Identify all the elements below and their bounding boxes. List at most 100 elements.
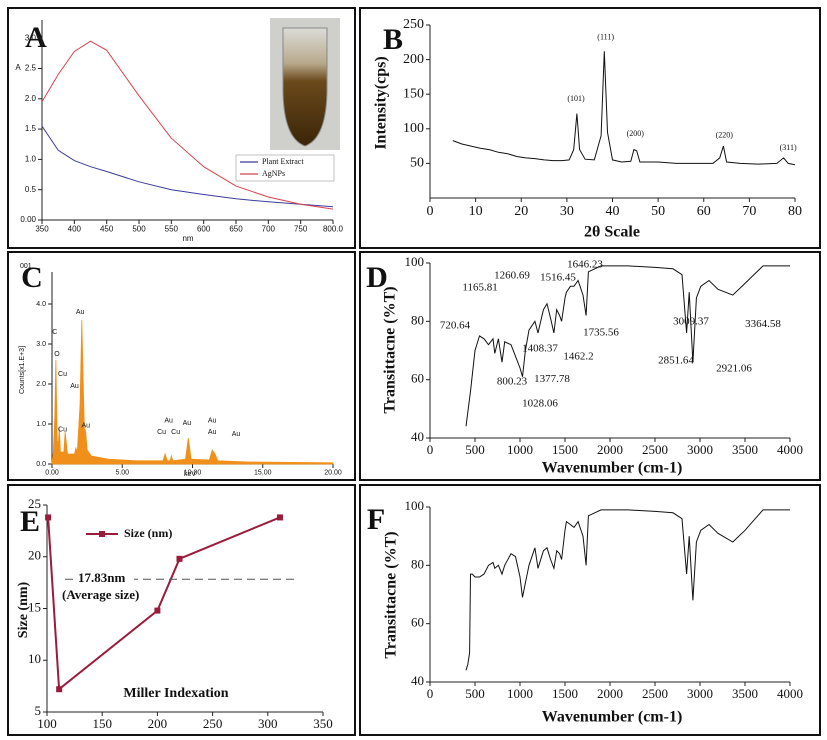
- panel-letter: E: [20, 505, 40, 538]
- x-tick-label: 1500: [552, 442, 578, 457]
- annotation: (200): [627, 129, 645, 138]
- series-line: [465, 509, 790, 671]
- x-tick-label: 0: [427, 442, 434, 457]
- x-tick-label: 70: [742, 204, 756, 219]
- y-tick-label: 60: [411, 371, 424, 386]
- x-axis-label: 2θ Scale: [584, 224, 640, 241]
- annotation: Au: [208, 429, 217, 436]
- x-tick-label: 30: [560, 204, 574, 219]
- y-axis-label: Size (nm): [16, 581, 31, 638]
- spectrum-area: [51, 319, 334, 465]
- x-tick-label: 600: [197, 225, 211, 234]
- x-tick-label: 350: [35, 225, 49, 234]
- x-tick-label: 5.00: [115, 470, 129, 477]
- legend-label: Plant Extract: [262, 157, 304, 166]
- x-tick-label: 4000: [777, 686, 803, 701]
- y-axis-label: Counts[x1.E+3]: [19, 346, 26, 394]
- y-axis-label: Intensity(cps): [373, 56, 390, 149]
- y-tick-label: 250: [403, 17, 424, 32]
- annotation: 800.23: [497, 376, 528, 388]
- y-tick-label: 15: [28, 599, 41, 614]
- x-tick-label: 3000: [687, 442, 713, 457]
- x-tick-label: 2000: [597, 686, 623, 701]
- annotation: Au: [232, 431, 241, 438]
- annotation: Cu: [58, 426, 67, 433]
- y-axis-label: Transittacne (%T): [382, 286, 399, 413]
- average-label-bg: [74, 571, 134, 588]
- y-tick-label: 150: [403, 86, 424, 101]
- series-line: [41, 40, 334, 210]
- y-tick-label: 2.5: [25, 64, 37, 73]
- x-tick-label: 2500: [642, 686, 668, 701]
- y-tick-label: 60: [411, 615, 424, 630]
- x-tick-label: 150: [92, 716, 112, 731]
- annotation: 2921.06: [716, 362, 752, 374]
- x-tick-label: 1000: [507, 442, 533, 457]
- annotation: Au: [183, 420, 192, 427]
- x-tick-label: 20.00: [324, 470, 342, 477]
- x-axis-label: Miller Indexation: [123, 686, 228, 701]
- x-tick-label: 200: [148, 716, 168, 731]
- annotation: (220): [716, 131, 734, 140]
- x-tick-label: 0: [427, 204, 434, 219]
- annotation: Cu: [58, 371, 67, 378]
- annotation: Au: [164, 418, 173, 425]
- annotation: 3009.37: [673, 315, 709, 327]
- x-tick-label: 350: [313, 716, 333, 731]
- x-tick-label: 650: [229, 225, 243, 234]
- annotation: 1408.37: [522, 343, 558, 355]
- x-tick-label: 500: [465, 442, 485, 457]
- y-tick-label: 0.0: [36, 461, 46, 468]
- legend-label: AgNPs: [262, 169, 285, 178]
- x-tick-label: 750: [294, 225, 308, 234]
- legend-box: [235, 154, 335, 182]
- x-tick-label: 0.00: [45, 470, 59, 477]
- panel-border: [7, 484, 356, 736]
- y-tick-label: 3.0: [36, 341, 46, 348]
- annotation: 720.64: [440, 320, 471, 332]
- annotation: Cu: [157, 429, 166, 436]
- series-line: [47, 516, 281, 692]
- x-tick-label: 700: [262, 225, 276, 234]
- panel-border: [359, 251, 821, 481]
- marker: [45, 514, 52, 521]
- y-tick-label: 0.00: [20, 215, 36, 224]
- y-axis-label: A: [15, 63, 21, 72]
- y-tick-label: 2.0: [25, 94, 37, 103]
- x-tick-label: 300: [258, 716, 278, 731]
- annotation: 1735.56: [583, 327, 619, 339]
- legend-marker: [99, 531, 105, 537]
- x-tick-label: 250: [203, 716, 223, 731]
- annotation: O: [54, 351, 60, 358]
- x-tick-label: 40: [606, 204, 620, 219]
- y-tick-label: 1.0: [36, 421, 46, 428]
- y-tick-label: 20: [28, 548, 41, 563]
- x-axis-label: Wavenumber (cm-1): [542, 460, 683, 477]
- annotation: (311): [780, 143, 797, 152]
- annotation: Au: [208, 418, 217, 425]
- y-tick-label: 1.0: [25, 155, 37, 164]
- x-tick-label: 20: [514, 204, 528, 219]
- y-tick-label: 25: [28, 496, 41, 511]
- annotation: 1377.78: [534, 373, 570, 385]
- panel-border: [7, 251, 356, 481]
- x-axis-label: nm: [182, 234, 193, 243]
- inset-photo: [270, 18, 340, 150]
- marker: [154, 607, 161, 614]
- annotation: 1165.81: [462, 282, 497, 294]
- annotation: 3364.58: [745, 318, 781, 330]
- marker: [276, 514, 283, 521]
- x-axis-label: Wavenumber (cm-1): [542, 709, 683, 726]
- y-tick-label: 100: [405, 498, 425, 513]
- x-tick-label: 2000: [597, 442, 623, 457]
- y-tick-label: 100: [405, 254, 425, 269]
- y-tick-label: 100: [403, 121, 424, 136]
- x-tick-label: 10: [469, 204, 483, 219]
- y-tick-label: 2.0: [36, 381, 46, 388]
- y-tick-label: 40: [411, 673, 424, 688]
- x-tick-label: 10.00: [184, 470, 202, 477]
- x-tick-label: 80: [788, 204, 802, 219]
- x-tick-label: 15.00: [254, 470, 272, 477]
- x-tick-label: 50: [651, 204, 665, 219]
- annotation: (101): [567, 94, 585, 103]
